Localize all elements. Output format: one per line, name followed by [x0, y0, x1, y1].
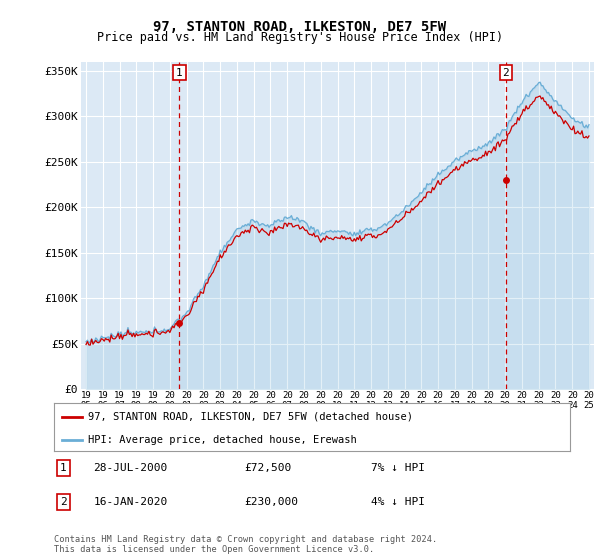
- Text: HPI: Average price, detached house, Erewash: HPI: Average price, detached house, Erew…: [88, 435, 356, 445]
- Text: £230,000: £230,000: [244, 497, 298, 507]
- Text: Price paid vs. HM Land Registry's House Price Index (HPI): Price paid vs. HM Land Registry's House …: [97, 31, 503, 44]
- Text: 1: 1: [176, 68, 183, 77]
- Text: 97, STANTON ROAD, ILKESTON, DE7 5FW (detached house): 97, STANTON ROAD, ILKESTON, DE7 5FW (det…: [88, 412, 413, 422]
- Text: 4% ↓ HPI: 4% ↓ HPI: [371, 497, 425, 507]
- Text: 7% ↓ HPI: 7% ↓ HPI: [371, 463, 425, 473]
- Text: 2: 2: [60, 497, 67, 507]
- Text: £72,500: £72,500: [244, 463, 292, 473]
- Text: 1: 1: [60, 463, 67, 473]
- Text: 16-JAN-2020: 16-JAN-2020: [94, 497, 168, 507]
- Text: 28-JUL-2000: 28-JUL-2000: [94, 463, 168, 473]
- Text: 97, STANTON ROAD, ILKESTON, DE7 5FW: 97, STANTON ROAD, ILKESTON, DE7 5FW: [154, 20, 446, 34]
- Text: Contains HM Land Registry data © Crown copyright and database right 2024.
This d: Contains HM Land Registry data © Crown c…: [54, 535, 437, 554]
- Text: 2: 2: [502, 68, 509, 77]
